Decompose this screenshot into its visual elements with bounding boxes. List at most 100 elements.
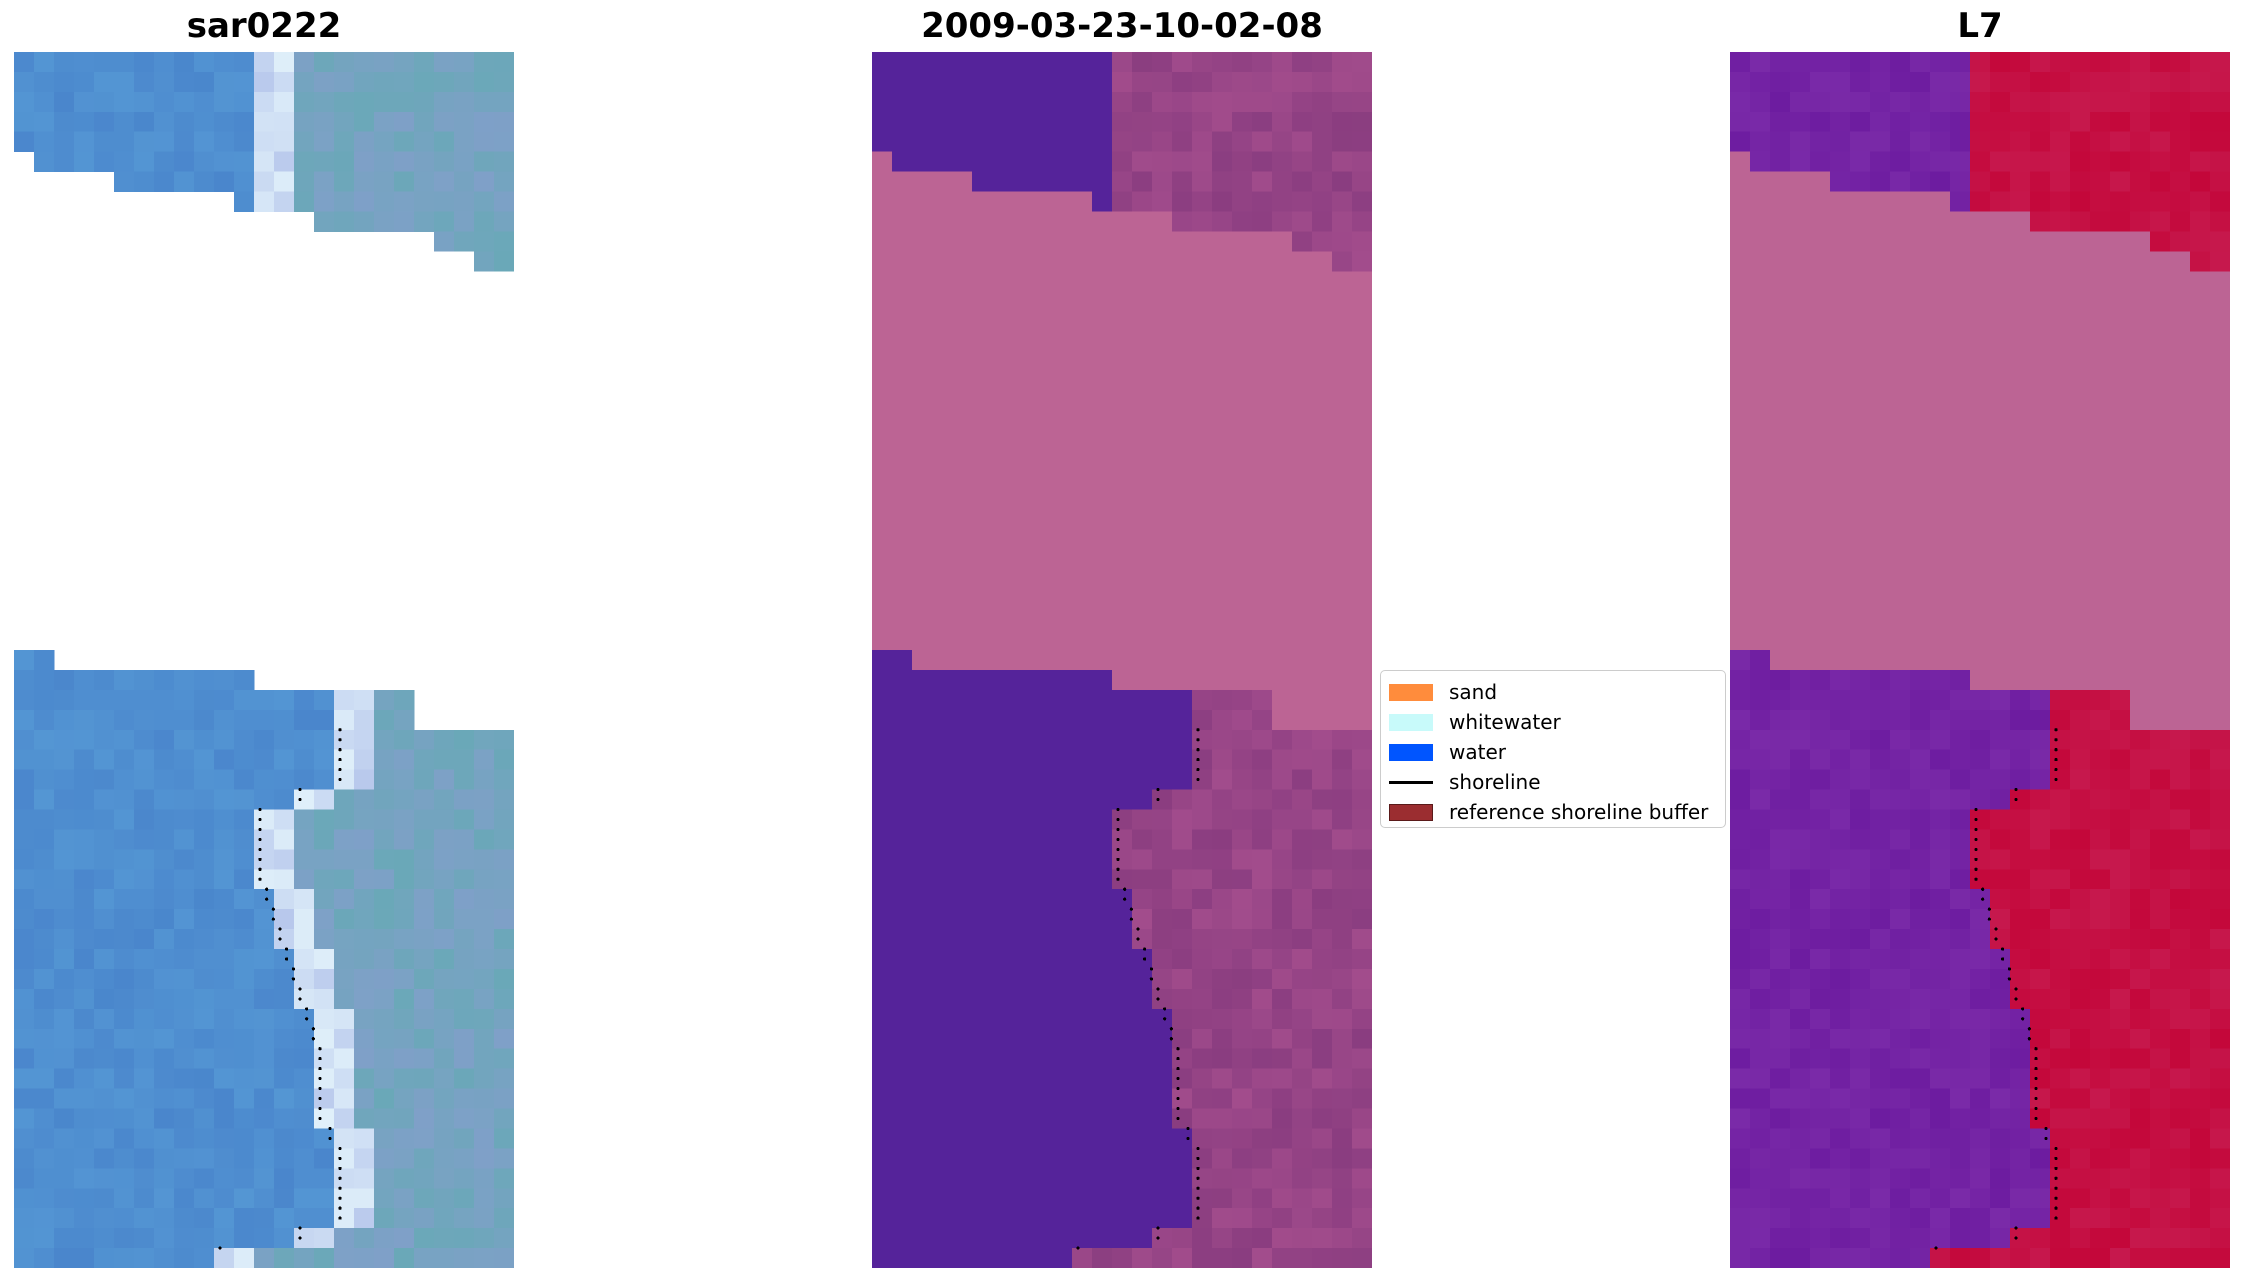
class-pixel — [1072, 709, 1093, 731]
class-pixel — [952, 530, 973, 551]
class-pixel — [1292, 351, 1313, 372]
class-pixel — [1232, 909, 1253, 930]
mndwi-pixel — [1810, 1168, 1831, 1189]
panel-title-rgb: sar0222 — [186, 6, 342, 46]
class-pixel — [992, 52, 1013, 73]
rgb-pixel — [374, 171, 395, 192]
mndwi-pixel — [2090, 769, 2111, 790]
class-pixel — [932, 1248, 953, 1268]
mndwi-pixel — [2030, 709, 2051, 731]
rgb-pixel — [334, 1068, 355, 1089]
rgb-pixel — [214, 52, 235, 73]
class-pixel — [1012, 1148, 1033, 1169]
mndwi-pixel — [1730, 988, 1751, 1010]
class-pixel — [1112, 470, 1133, 491]
mndwi-pixel — [2150, 590, 2171, 611]
class-pixel — [912, 869, 933, 890]
mndwi-pixel — [2110, 231, 2131, 252]
mndwi-pixel — [1990, 1008, 2011, 1030]
class-pixel — [1172, 590, 1193, 611]
mndwi-pixel — [2050, 590, 2071, 611]
class-pixel — [1212, 52, 1233, 73]
mndwi-pixel — [1730, 131, 1751, 153]
mndwi-pixel — [2110, 988, 2131, 1010]
rgb-pixel — [374, 1008, 395, 1030]
mndwi-pixel — [1790, 1128, 1811, 1149]
class-pixel — [872, 151, 893, 173]
class-pixel — [912, 191, 933, 212]
class-pixel — [912, 1228, 933, 1249]
class-pixel — [1052, 1008, 1073, 1030]
mndwi-pixel — [1870, 689, 1891, 711]
class-pixel — [912, 909, 933, 930]
class-pixel — [1032, 988, 1053, 1010]
class-pixel — [1012, 689, 1033, 711]
rgb-pixel — [214, 869, 235, 890]
class-pixel — [1332, 91, 1353, 113]
panel-title-mndwi: L7 — [1957, 6, 2003, 46]
class-pixel — [912, 52, 933, 73]
rgb-pixel — [114, 1248, 135, 1268]
mndwi-pixel — [2190, 1148, 2211, 1169]
mndwi-pixel — [2090, 52, 2111, 73]
mndwi-pixel — [1810, 729, 1831, 751]
class-pixel — [872, 988, 893, 1010]
class-pixel — [1232, 430, 1253, 452]
rgb-pixel — [74, 1128, 95, 1149]
rgb-pixel — [134, 1128, 155, 1149]
class-pixel — [1192, 510, 1213, 531]
class-pixel — [972, 291, 993, 312]
mndwi-pixel — [1750, 131, 1771, 153]
mndwi-pixel — [2070, 709, 2091, 731]
mndwi-pixel — [2070, 1228, 2091, 1249]
mndwi-pixel — [1870, 909, 1891, 930]
mndwi-pixel — [1810, 749, 1831, 771]
rgb-pixel — [134, 151, 155, 173]
class-pixel — [1172, 709, 1193, 731]
mndwi-pixel — [1890, 171, 1911, 192]
classified-image-panel — [872, 52, 1372, 1268]
rgb-pixel — [434, 789, 455, 810]
mndwi-pixel — [2150, 450, 2171, 472]
class-pixel — [1092, 1068, 1113, 1089]
mndwi-pixel — [1750, 510, 1771, 531]
class-pixel — [892, 351, 913, 372]
rgb-pixel — [94, 689, 115, 711]
class-pixel — [1272, 749, 1293, 771]
mndwi-pixel — [2150, 1248, 2171, 1268]
mndwi-pixel — [2030, 1228, 2051, 1249]
class-pixel — [1092, 111, 1113, 133]
mndwi-pixel — [1930, 829, 1951, 850]
mndwi-pixel — [1890, 749, 1911, 771]
mndwi-pixel — [2050, 789, 2071, 810]
mndwi-pixel — [1990, 729, 2011, 751]
class-pixel — [1212, 889, 1233, 910]
class-pixel — [1332, 669, 1353, 691]
class-pixel — [1352, 590, 1372, 611]
class-pixel — [1172, 669, 1193, 691]
rgb-pixel — [334, 1248, 355, 1268]
shoreline-point — [2034, 1067, 2038, 1071]
class-pixel — [1112, 1008, 1133, 1030]
class-pixel — [1292, 630, 1313, 651]
class-pixel — [892, 1188, 913, 1209]
mndwi-pixel — [1950, 1148, 1971, 1169]
mndwi-pixel — [1890, 909, 1911, 930]
class-pixel — [872, 650, 893, 671]
class-pixel — [1352, 271, 1372, 292]
shoreline-point — [305, 1017, 309, 1021]
rgb-pixel — [314, 71, 335, 93]
class-pixel — [1212, 809, 1233, 830]
class-pixel — [972, 829, 993, 850]
mndwi-pixel — [2090, 650, 2111, 671]
rgb-pixel — [374, 131, 395, 153]
mndwi-pixel — [1770, 1068, 1791, 1089]
class-pixel — [892, 470, 913, 491]
rgb-pixel — [174, 889, 195, 910]
class-pixel — [1252, 291, 1273, 312]
mndwi-pixel — [2210, 490, 2230, 511]
class-pixel — [1192, 111, 1213, 133]
mndwi-pixel — [1950, 1228, 1971, 1249]
mndwi-pixel — [1830, 450, 1851, 472]
class-pixel — [1012, 869, 1033, 890]
